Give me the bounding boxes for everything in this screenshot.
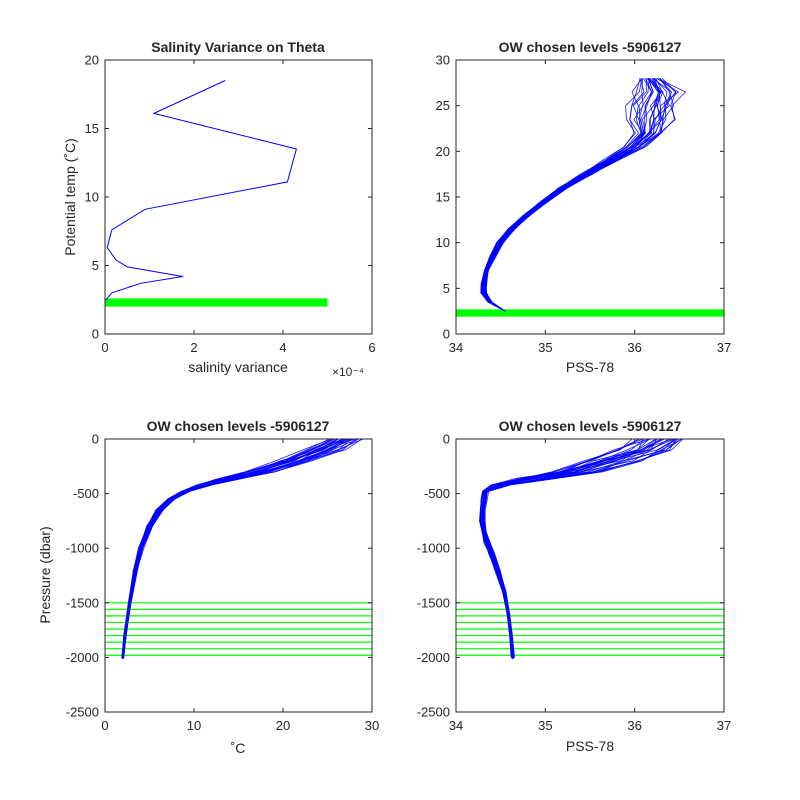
x-tick-label: 0 xyxy=(101,718,108,733)
x-tick-label: 36 xyxy=(627,718,641,733)
x-ticks: 34 35 36 37 xyxy=(449,439,731,733)
y-tick-label: -2500 xyxy=(66,705,99,720)
x-tick-label: 10 xyxy=(187,718,201,733)
x-axis-exponent: ×10⁻⁴ xyxy=(332,365,364,379)
x-tick-label: 20 xyxy=(276,718,290,733)
profile-line xyxy=(484,77,687,312)
y-tick-label: 15 xyxy=(85,121,99,136)
y-tick-label: -2000 xyxy=(417,650,450,665)
x-tick-label: 34 xyxy=(449,340,463,355)
x-tick-label: 4 xyxy=(279,340,286,355)
series-marks xyxy=(105,439,372,659)
profile-line xyxy=(484,439,684,658)
x-tick-label: 0 xyxy=(101,340,108,355)
x-tick-label: 6 xyxy=(368,340,375,355)
x-tick-label: 34 xyxy=(449,718,463,733)
panel-title: Salinity Variance on Theta xyxy=(151,39,325,55)
y-tick-label: 10 xyxy=(436,235,450,250)
series-marks xyxy=(456,439,724,659)
profile-line xyxy=(123,439,364,658)
profile-line xyxy=(483,439,683,658)
x-tick-label: 36 xyxy=(627,340,641,355)
y-tick-label: -2500 xyxy=(417,705,450,720)
x-axis-label: PSS-78 xyxy=(566,359,614,375)
profile-marker xyxy=(127,602,131,606)
y-tick-label: 0 xyxy=(92,327,99,342)
y-axis-label: Potential temp (˚C) xyxy=(62,138,78,255)
x-ticks: 0 2 4 6 xyxy=(101,60,376,355)
profile-line xyxy=(485,78,677,312)
panel-title: OW chosen levels -5906127 xyxy=(499,418,682,434)
y-tick-label: 15 xyxy=(436,190,450,205)
y-tick-label: -2000 xyxy=(66,650,99,665)
y-tick-label: 5 xyxy=(443,281,450,296)
y-ticks: 0 5 10 15 20 xyxy=(85,53,372,342)
profile-line xyxy=(481,439,662,658)
panel-title: OW chosen levels -5906127 xyxy=(499,39,682,55)
axes-box xyxy=(455,438,725,713)
panel-title: OW chosen levels -5906127 xyxy=(147,418,330,434)
y-tick-label: 0 xyxy=(443,432,450,447)
x-ticks: 0 10 20 30 xyxy=(101,439,379,733)
y-ticks: -2500 -2000 -1500 -1000 -500 0 xyxy=(66,432,372,720)
axes-box xyxy=(104,438,373,713)
y-ticks: -2500 -2000 -1500 -1000 -500 0 xyxy=(417,432,724,720)
y-tick-label: 0 xyxy=(92,432,99,447)
y-tick-label: 0 xyxy=(443,327,450,342)
panel-theta-salinity: OW chosen levels -5906127 34 35 36 37 0 5 10 1… xyxy=(436,39,732,375)
y-tick-label: -1000 xyxy=(66,541,99,556)
x-tick-label: 37 xyxy=(717,718,731,733)
y-ticks: 0 5 10 15 20 25 30 xyxy=(436,53,724,342)
x-tick-label: 30 xyxy=(365,718,379,733)
x-tick-label: 35 xyxy=(538,340,552,355)
series-marks xyxy=(456,77,724,317)
y-tick-label: -1000 xyxy=(417,541,450,556)
y-tick-label: 25 xyxy=(436,98,450,113)
y-tick-label: -1500 xyxy=(66,595,99,610)
y-tick-label: -1500 xyxy=(417,595,450,610)
x-axis-label: PSS-78 xyxy=(566,738,614,754)
series-marks xyxy=(105,80,328,307)
y-tick-label: -500 xyxy=(424,486,450,501)
series-line xyxy=(105,80,298,301)
x-tick-label: 37 xyxy=(717,340,731,355)
y-tick-label: 30 xyxy=(436,53,450,68)
y-tick-label: 5 xyxy=(92,258,99,273)
y-tick-label: 20 xyxy=(85,53,99,68)
y-axis-label: Pressure (dbar) xyxy=(37,526,53,623)
chosen-level-band xyxy=(105,298,328,307)
x-ticks: 34 35 36 37 xyxy=(449,60,731,355)
x-axis-label: salinity variance xyxy=(188,359,288,375)
panel-pressure-salinity: OW chosen levels -5906127 34 35 36 37 -2500… xyxy=(417,418,731,754)
x-tick-label: 2 xyxy=(190,340,197,355)
x-tick-label: 35 xyxy=(538,718,552,733)
x-axis-label: ˚C xyxy=(231,740,246,756)
y-tick-label: 20 xyxy=(436,144,450,159)
profile-marker xyxy=(505,602,508,606)
y-tick-label: 10 xyxy=(85,190,99,205)
panel-pressure-temperature: OW chosen levels -5906127 0 10 20 30 -2500-… xyxy=(37,418,379,756)
panel-salinity-variance: Salinity Variance on Theta 0 2 4 6 0 5 10 15 20… xyxy=(62,39,376,379)
chosen-level-band xyxy=(456,309,724,317)
y-tick-label: -500 xyxy=(73,486,99,501)
